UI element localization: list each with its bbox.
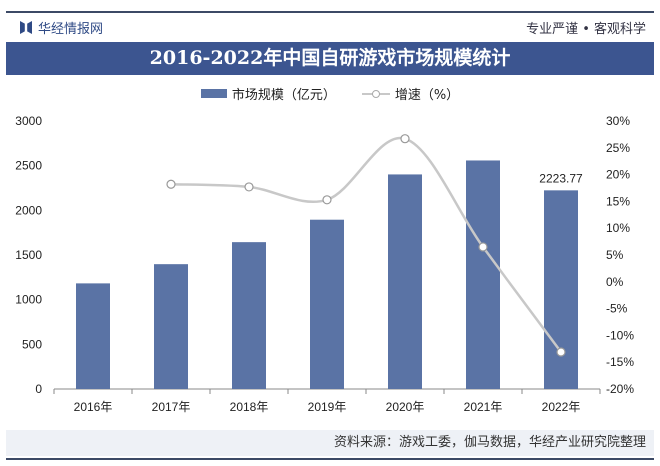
legend-bar: 市场规模（亿元） [200,84,336,103]
y-right-tick-label: 15% [606,194,630,208]
y-right-tick-label: -20% [606,382,634,396]
bar [388,174,422,389]
legend-line: 增速（%） [361,84,460,103]
x-tick-label: 2016年 [74,400,113,414]
y-right-tick-label: 25% [606,141,630,155]
y-left-tick-label: 0 [35,382,42,396]
source-note: 资料来源：游戏工委，伽马数据，华经产业研究院整理 [6,430,654,456]
brand-name: 华经情报网 [38,22,104,37]
y-right-tick-label: 0% [606,275,624,289]
y-left-tick-label: 1500 [15,248,42,262]
chart-title: 2016-2022年中国自研游戏市场规模统计 [6,42,654,75]
growth-point [556,347,566,357]
bar [232,242,266,389]
y-right-tick-label: -15% [606,355,634,369]
y-left-tick-label: 1000 [15,293,42,307]
y-right-tick-label: -5% [606,302,628,316]
y-left-tick-label: 3000 [15,114,42,128]
y-right-tick-label: 10% [606,221,630,235]
y-right-tick-label: 30% [606,114,630,128]
legend-bar-swatch [200,89,227,98]
bar [466,160,500,389]
growth-point [478,242,488,252]
bar [310,219,344,389]
slogan: 专业严谨 • 客观科学 [526,22,646,37]
x-tick-label: 2018年 [230,400,269,414]
growth-point [322,195,332,205]
x-tick-label: 2022年 [542,400,581,414]
brand: 华经情报网 [20,18,103,37]
growth-point [400,134,410,144]
bar [154,264,188,389]
y-left-tick-label: 500 [22,337,42,351]
bar [76,283,110,389]
y-right-tick-label: 5% [606,248,624,262]
growth-line [170,136,563,353]
y-left-tick-label: 2500 [15,159,42,173]
legend-bar-label: 市场规模（亿元） [231,88,336,103]
top-divider [6,11,654,13]
growth-point [166,179,176,189]
bottom-divider [6,458,654,460]
x-tick-label: 2021年 [464,400,503,414]
bar [544,190,578,389]
x-tick-label: 2020年 [386,400,425,414]
legend-line-swatch [361,89,390,98]
legend-line-label: 增速（%） [394,88,460,103]
legend: 市场规模（亿元） 增速（%） [0,84,660,103]
x-tick-label: 2017年 [152,400,191,414]
data-label: 2223.77 [539,171,583,185]
y-right-tick-label: 20% [606,168,630,182]
x-tick-label: 2019年 [308,400,347,414]
y-left-tick-label: 2000 [15,203,42,217]
y-right-tick-label: -10% [606,328,634,342]
growth-point [244,182,254,192]
